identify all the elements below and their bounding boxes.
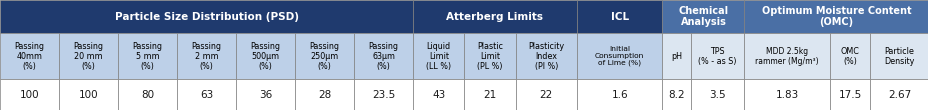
Text: Passing
5 mm
(%): Passing 5 mm (%)	[133, 42, 162, 71]
Bar	[354, 33, 413, 79]
Bar	[690, 33, 743, 79]
Text: Initial
Consumption
of Lime (%): Initial Consumption of Lime (%)	[594, 46, 644, 66]
Text: 100: 100	[79, 90, 98, 100]
Bar	[295, 33, 354, 79]
Text: Passing
40mm
(%): Passing 40mm (%)	[15, 42, 45, 71]
Bar	[662, 0, 743, 33]
Bar	[576, 79, 662, 110]
Bar	[869, 33, 928, 79]
Text: Plastic
Limit
(PL %): Plastic Limit (PL %)	[477, 42, 503, 71]
Bar	[662, 79, 690, 110]
Bar	[177, 79, 236, 110]
Text: 22: 22	[539, 90, 552, 100]
Bar	[354, 79, 413, 110]
Text: Passing
2 mm
(%): Passing 2 mm (%)	[191, 42, 221, 71]
Text: OMC
(%): OMC (%)	[840, 47, 858, 66]
Bar	[829, 33, 869, 79]
Text: MDD 2.5kg
rammer (Mg/m³): MDD 2.5kg rammer (Mg/m³)	[754, 47, 818, 66]
Text: 80: 80	[141, 90, 154, 100]
Bar	[0, 0, 413, 33]
Bar	[515, 33, 576, 79]
Text: 28: 28	[317, 90, 331, 100]
Bar	[743, 33, 829, 79]
Text: 1.83: 1.83	[775, 90, 798, 100]
Text: Liquid
Limit
(LL %): Liquid Limit (LL %)	[426, 42, 451, 71]
Text: pH: pH	[671, 52, 681, 61]
Text: Chemical
Analysis: Chemical Analysis	[677, 6, 728, 27]
Text: Passing
500μm
(%): Passing 500μm (%)	[251, 42, 280, 71]
Bar	[690, 79, 743, 110]
Bar	[413, 79, 464, 110]
Text: 3.5: 3.5	[709, 90, 725, 100]
Text: 100: 100	[19, 90, 39, 100]
Bar	[59, 79, 118, 110]
Bar	[236, 79, 295, 110]
Text: Passing
20 mm
(%): Passing 20 mm (%)	[73, 42, 103, 71]
Bar	[118, 79, 177, 110]
Bar	[576, 33, 662, 79]
Bar	[743, 79, 829, 110]
Bar	[177, 33, 236, 79]
Bar	[118, 33, 177, 79]
Bar	[0, 33, 59, 79]
Bar	[743, 0, 928, 33]
Text: 8.2: 8.2	[668, 90, 684, 100]
Bar	[464, 79, 515, 110]
Bar	[413, 0, 576, 33]
Text: 43: 43	[432, 90, 445, 100]
Text: Particle
Density: Particle Density	[883, 47, 914, 66]
Bar	[662, 33, 690, 79]
Bar	[515, 79, 576, 110]
Text: Optimum Moisture Content
(OMC): Optimum Moisture Content (OMC)	[761, 6, 910, 27]
Bar	[59, 33, 118, 79]
Bar	[413, 33, 464, 79]
Text: Passing
250μm
(%): Passing 250μm (%)	[309, 42, 340, 71]
Text: Atterberg Limits: Atterberg Limits	[446, 12, 543, 21]
Text: 1.6: 1.6	[611, 90, 627, 100]
Bar	[236, 33, 295, 79]
Text: ICL: ICL	[610, 12, 628, 21]
Bar	[869, 79, 928, 110]
Text: 17.5: 17.5	[837, 90, 860, 100]
Text: Plasticity
Index
(PI %): Plasticity Index (PI %)	[528, 42, 564, 71]
Bar	[295, 79, 354, 110]
Bar	[576, 0, 662, 33]
Text: TPS
(% - as S): TPS (% - as S)	[698, 47, 736, 66]
Text: Passing
63μm
(%): Passing 63μm (%)	[368, 42, 398, 71]
Bar	[829, 79, 869, 110]
Text: 23.5: 23.5	[371, 90, 394, 100]
Text: 21: 21	[483, 90, 496, 100]
Text: Particle Size Distribution (PSD): Particle Size Distribution (PSD)	[114, 12, 298, 21]
Text: 2.67: 2.67	[887, 90, 910, 100]
Text: 36: 36	[259, 90, 272, 100]
Bar	[0, 79, 59, 110]
Bar	[464, 33, 515, 79]
Text: 63: 63	[200, 90, 213, 100]
